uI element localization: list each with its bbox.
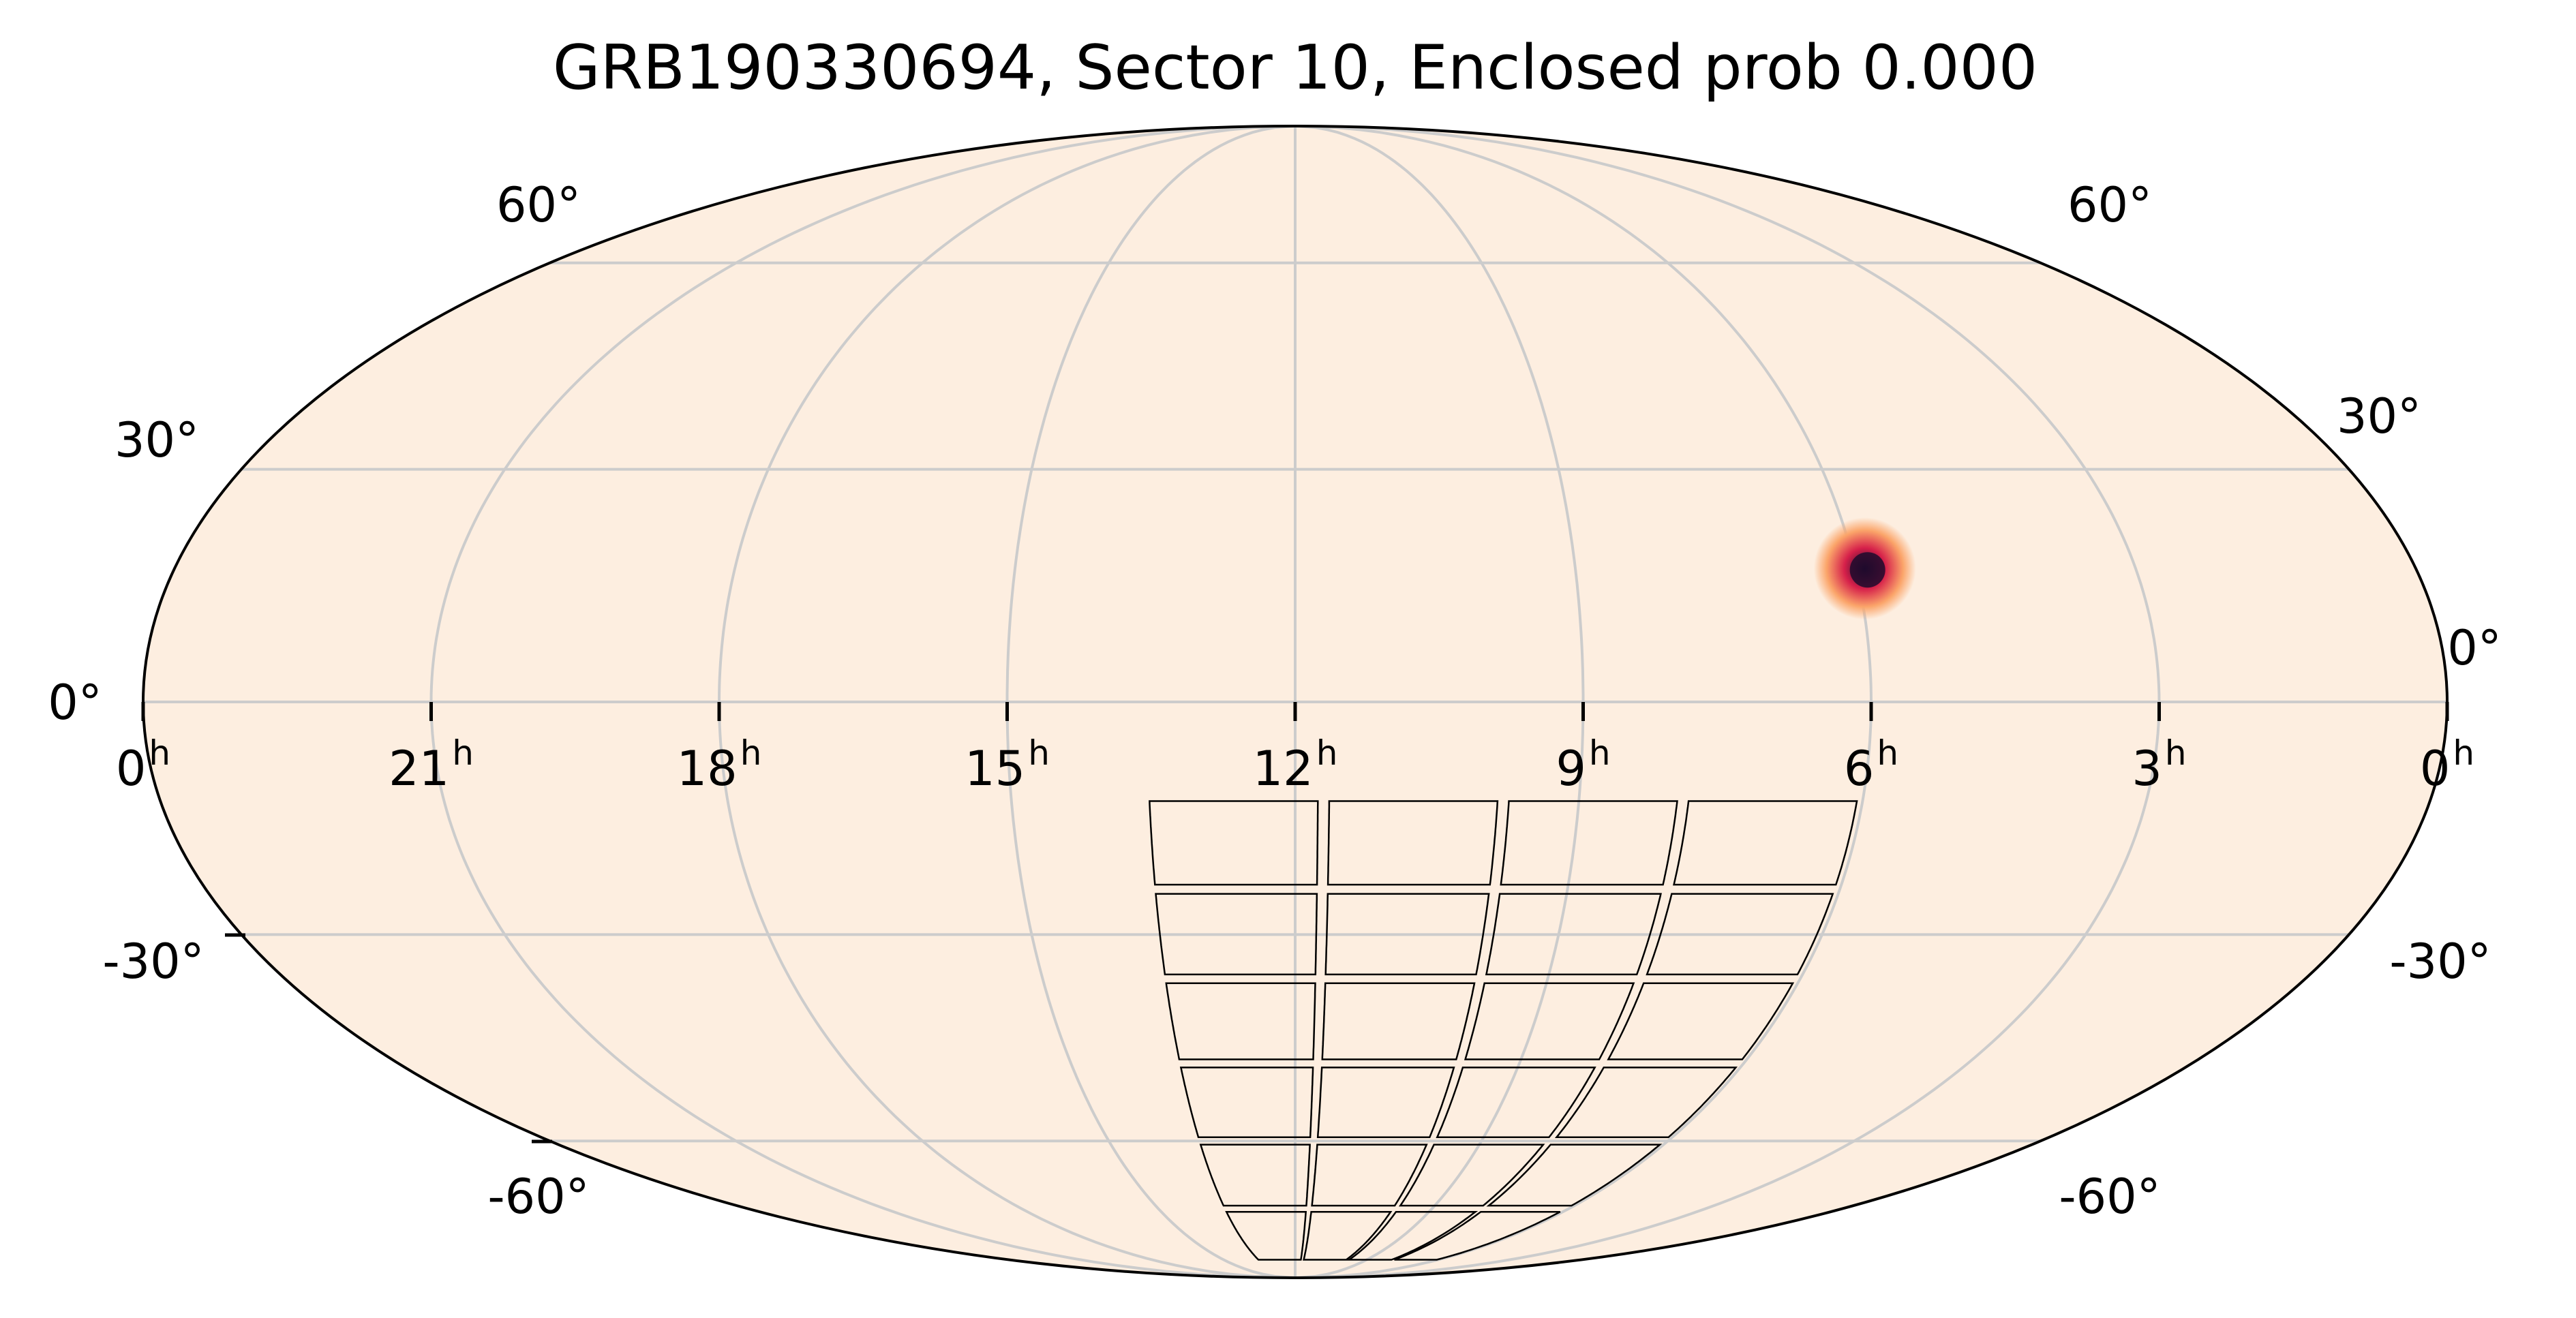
ra-label-value: 21 [389,741,449,797]
dec-label-left: 60° [496,177,581,233]
footprint-ccd-cell [1398,1144,1545,1207]
ra-label: 0h [116,733,170,797]
footprint-ccd-cell [1311,1144,1428,1207]
ra-label-value: 9 [1556,741,1586,797]
footprint-ccd-cell [1394,1210,1561,1261]
ra-label-unit: h [2165,733,2187,773]
dec-label-left: 0° [48,675,102,731]
footprint-ccd-cell [1607,982,1795,1060]
footprint-ccd-cell [1464,982,1635,1060]
ra-tick-marks [141,702,2449,1144]
ra-label-value: 18 [677,741,738,797]
ra-axis-labels: 0h 21h 18h 15h 12h 9h 6h 3h 0h [116,733,2474,797]
dec-label-right: 60° [2067,177,2152,233]
dec-axis-labels: 60° 60° 30° 30° 0° 0° -30° -30° -60° -60° [48,177,2502,1225]
footprint-ccd-cell [1321,982,1476,1060]
footprint-ccd-cell [1436,1067,1596,1139]
footprint-ccd-cell [1324,893,1490,976]
footprint-ccd-cell [1646,893,1834,976]
footprint-ccd-cell [1303,1210,1393,1261]
footprint-ccd-cell [1673,800,1858,886]
ra-label-unit: h [740,733,762,773]
ra-label-value: 3 [2132,741,2162,797]
ra-label-unit: h [452,733,474,773]
dec-label-left: 30° [115,412,199,468]
ra-label-unit: h [2453,733,2474,773]
dec-label-right: 30° [2337,388,2421,444]
ra-label: 3h [2132,733,2186,797]
footprint-ccd-cell [1486,1144,1663,1207]
ra-label: 18h [677,733,762,797]
footprint-ccd-cell [1179,1067,1314,1139]
sector-footprint [1149,800,1858,1261]
ra-label: 21h [389,733,474,797]
ra-label: 0h [2420,733,2474,797]
ra-label-value: 6 [1844,741,1875,797]
footprint-ccd-cell [1199,1144,1311,1207]
ra-label: 9h [1556,733,1610,797]
footprint-ccd-cell [1485,893,1662,976]
ra-label-unit: h [1316,733,1338,773]
probability-hotspot [1813,517,1916,620]
footprint-ccd-cell [1149,800,1319,886]
footprint-ccd-cell [1316,1067,1455,1139]
dec-label-right: 0° [2447,620,2502,676]
dec-label-right: -60° [2059,1169,2160,1225]
hotspot-core [1849,552,1885,588]
footprint-ccd-cell [1225,1210,1307,1261]
ra-label: 6h [1844,733,1898,797]
footprint-ccd-cell [1327,800,1499,886]
ra-label-value: 15 [965,741,1025,797]
ra-label-value: 12 [1253,741,1314,797]
ra-label-value: 0 [116,741,147,797]
ra-label-unit: h [1877,733,1898,773]
ra-label-value: 0 [2420,741,2451,797]
footprint-ccd-cell [1165,982,1316,1060]
ra-label: 15h [965,733,1050,797]
dec-label-left: -60° [487,1169,589,1225]
footprint-ccd-cell [1554,1067,1738,1139]
ra-label-unit: h [149,733,170,773]
dec-label-right: -30° [2389,934,2491,990]
footprint-ccd-cell [1500,800,1678,886]
ra-label-unit: h [1589,733,1611,773]
figure-title: GRB190330694, Sector 10, Enclosed prob 0… [553,32,2037,104]
footprint-ccd-cell [1155,893,1318,976]
ra-label-unit: h [1028,733,1050,773]
dec-label-left: -30° [102,934,204,990]
footprint-ccd-cell [1346,1210,1479,1261]
ra-label: 12h [1253,733,1338,797]
